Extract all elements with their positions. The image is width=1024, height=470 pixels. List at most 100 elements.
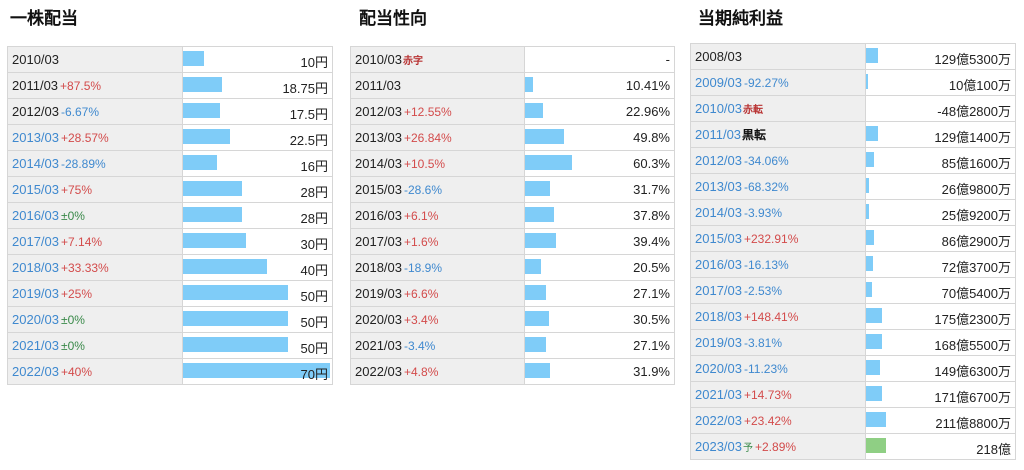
year-label: 2012/03 [355,104,402,119]
value-cell: 50円 [182,306,333,333]
change-percent: +87.5% [60,79,102,93]
value-cell: 16円 [182,150,333,177]
value-text: 171億6700万 [934,390,1011,405]
year-cell: 2022/03 +4.8% [350,358,525,385]
year-label[interactable]: 2019/03 [695,335,742,350]
year-label[interactable]: 2013/03 [695,179,742,194]
year-label[interactable]: 2023/03 [695,439,742,454]
value-bar [525,77,533,92]
table-row: 2023/03予 +2.89% 218億 [690,433,1016,460]
year-label[interactable]: 2017/03 [12,234,59,249]
value-cell: 10円 [182,46,333,73]
year-label[interactable]: 2021/03 [695,387,742,402]
year-label: 2011/03 [12,78,59,93]
value-cell: 175億2300万 [865,303,1016,330]
table-row: 2014/03 -3.93% 25億9200万 [690,199,1016,226]
value-bar [525,259,541,274]
value-cell: 129億1400万 [865,121,1016,148]
year-label[interactable]: 2020/03 [12,312,59,327]
year-label[interactable]: 2021/03 [12,338,59,353]
value-cell: 171億6700万 [865,381,1016,408]
year-label[interactable]: 2014/03 [695,205,742,220]
year-label[interactable]: 2018/03 [12,260,59,275]
change-percent: +6.6% [404,287,439,301]
change-percent: -34.06% [744,154,789,168]
table-row: 2013/03 +26.84% 49.8% [350,124,675,151]
table-row: 2012/03 -34.06% 85億1600万 [690,147,1016,174]
change-percent: +25% [61,287,93,301]
value-text: 10.41% [625,78,670,93]
value-cell: 39.4% [524,228,675,255]
year-label[interactable]: 2010/03 [695,101,742,116]
year-label: 2018/03 [355,260,402,275]
value-cell: 149億6300万 [865,355,1016,382]
value-bar [183,103,220,118]
year-cell: 2019/03 +25% [7,280,183,307]
change-percent: +2.89% [755,440,797,454]
year-label[interactable]: 2022/03 [12,364,59,379]
year-cell: 2012/03 +12.55% [350,98,525,125]
table-row: 2010/03 10円 [7,46,333,73]
value-text: 31.9% [633,364,670,379]
table-row: 2021/03 ±0% 50円 [7,332,333,359]
year-label[interactable]: 2017/03 [695,283,742,298]
year-label: 2008/03 [695,49,742,64]
year-label[interactable]: 2015/03 [695,231,742,246]
year-cell: 2018/03 +33.33% [7,254,183,281]
year-label[interactable]: 2012/03 [695,153,742,168]
table-row: 2022/03 +40% 70円 [7,358,333,385]
year-label[interactable]: 2018/03 [695,309,742,324]
value-cell: 70億5400万 [865,277,1016,304]
year-cell: 2020/03 ±0% [7,306,183,333]
year-label[interactable]: 2013/03 [12,130,59,145]
year-cell: 2010/03赤字 [350,46,525,73]
year-label[interactable]: 2020/03 [695,361,742,376]
year-label[interactable]: 2022/03 [695,413,742,428]
year-cell: 2017/03 +1.6% [350,228,525,255]
change-percent: +75% [61,183,93,197]
year-cell: 2018/03 +148.41% [690,303,866,330]
dividend-per-share-title: 一株配当 [10,9,78,29]
value-text: - [665,52,670,67]
year-cell: 2023/03予 +2.89% [690,433,866,460]
year-label[interactable]: 2009/03 [695,75,742,90]
change-percent: -92.27% [744,76,789,90]
change-percent: -3.93% [744,206,783,220]
value-text: 18.75円 [282,81,328,96]
value-bar [866,204,869,219]
year-cell: 2011/03 +87.5% [7,72,183,99]
value-bar [183,337,288,352]
value-cell: 49.8% [524,124,675,151]
year-label[interactable]: 2015/03 [12,182,59,197]
year-label[interactable]: 2011/03 [695,127,742,142]
year-cell: 2009/03 -92.27% [690,69,866,96]
dividend-per-share-table: 2010/03 10円 2011/03 +87.5% 18.75円 2012/03 -6.6… [7,46,333,385]
value-cell: 10.41% [524,72,675,99]
table-row: 2018/03 +148.41% 175億2300万 [690,303,1016,330]
year-cell: 2013/03 -68.32% [690,173,866,200]
value-bar [525,311,549,326]
value-bar [525,181,550,196]
year-label[interactable]: 2016/03 [695,257,742,272]
value-text: 25億9200万 [941,208,1011,223]
change-percent: ±0% [61,339,85,353]
change-percent: +4.8% [404,365,439,379]
change-percent: +14.73% [744,388,792,402]
change-percent: +3.4% [404,313,439,327]
value-bar [866,230,874,245]
value-text: 70億5400万 [941,286,1011,301]
year-label[interactable]: 2019/03 [12,286,59,301]
year-cell: 2013/03 +26.84% [350,124,525,151]
table-row: 2010/03赤字 - [350,46,675,73]
year-label[interactable]: 2014/03 [12,156,59,171]
year-label[interactable]: 2016/03 [12,208,59,223]
payout-ratio-table: 2010/03赤字 - 2011/03 10.41% 2012/03 +12.55% 22.… [350,46,675,385]
value-bar [525,233,556,248]
table-row: 2018/03 +33.33% 40円 [7,254,333,281]
value-bar [866,282,872,297]
year-cell: 2016/03 ±0% [7,202,183,229]
change-percent: ±0% [61,209,85,223]
value-cell: -48億2800万 [865,95,1016,122]
value-cell: 28円 [182,176,333,203]
value-bar [866,386,882,401]
